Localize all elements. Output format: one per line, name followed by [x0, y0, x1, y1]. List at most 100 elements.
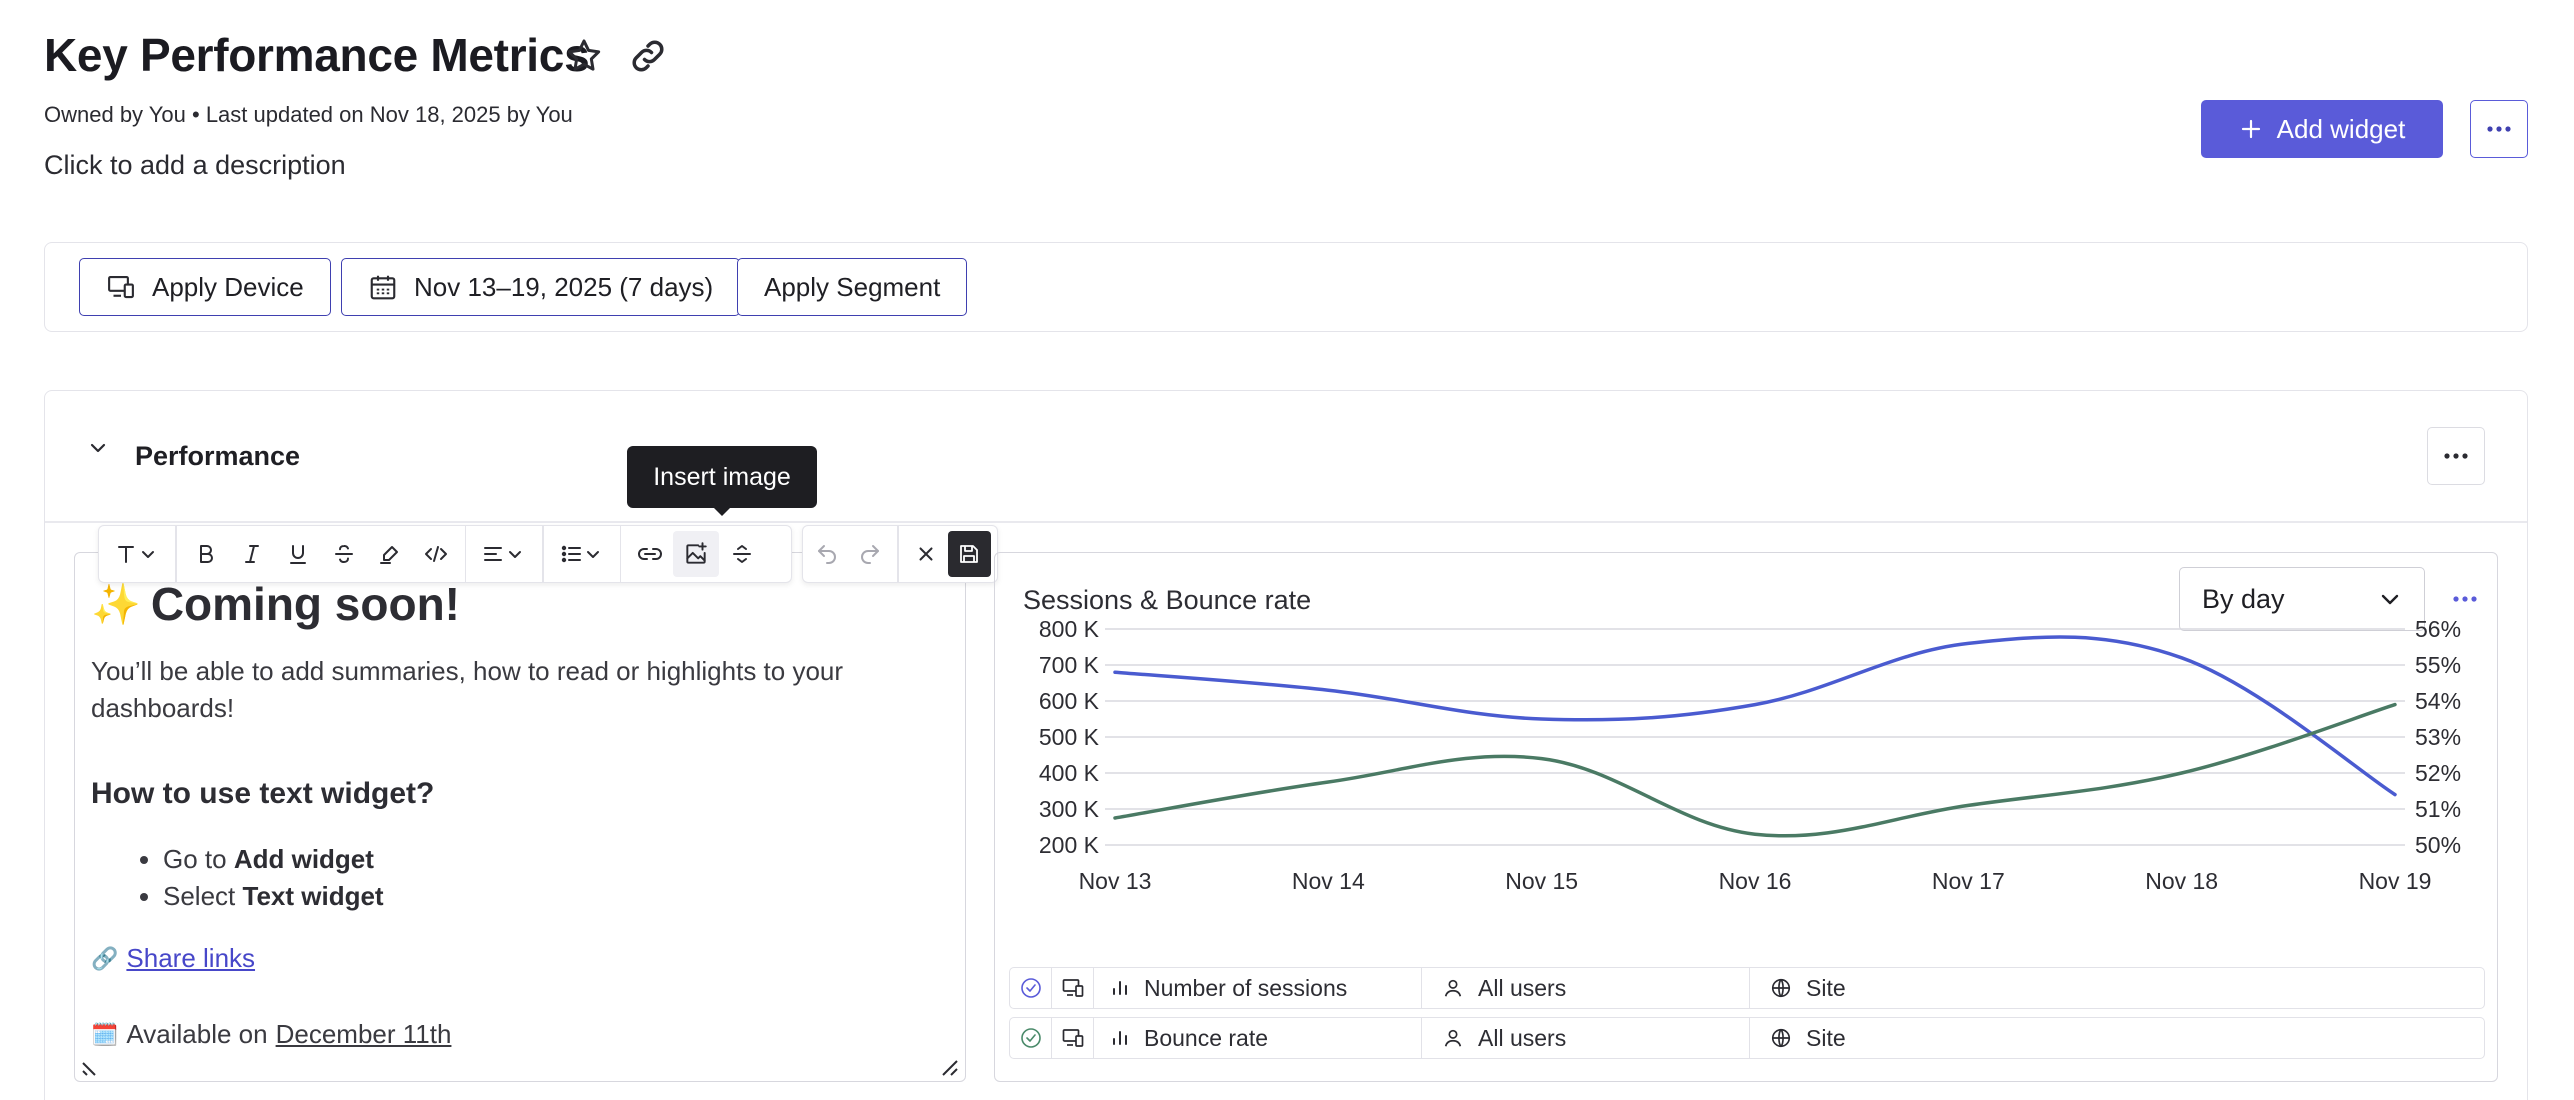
text-widget-heading[interactable]: ✨ Coming soon!: [91, 577, 460, 631]
y-left-tick-label: 400 K: [1039, 760, 1100, 786]
apply-segment-button[interactable]: Apply Segment: [737, 258, 968, 316]
availability-prefix: Available on: [126, 1019, 268, 1049]
text-widget-paragraph[interactable]: You’ll be able to add summaries, how to …: [91, 656, 844, 723]
text-type-icon: [118, 546, 154, 563]
text-widget-list: Go to Add widget Select Text widget: [137, 841, 384, 915]
y-right-tick-label: 51%: [2415, 796, 2461, 822]
text-style-dropdown[interactable]: [105, 531, 169, 577]
insert-link-button[interactable]: [627, 531, 673, 577]
group-by-dropdown[interactable]: By day: [2179, 567, 2425, 631]
bold-button[interactable]: [183, 531, 229, 577]
filter-bar: Apply Device Nov 13–19, 2025 (7 days) Ap…: [44, 242, 2528, 332]
availability-line: 🗓️ Available on December 11th: [91, 1019, 451, 1050]
more-horizontal-icon: [2444, 453, 2468, 459]
dashboard-more-button[interactable]: [2470, 100, 2528, 158]
close-icon: [919, 547, 933, 561]
list-item-prefix: Select: [163, 881, 243, 911]
redo-button[interactable]: [848, 531, 891, 577]
heading-text: Coming soon!: [150, 578, 460, 630]
strikethrough-button[interactable]: [321, 531, 367, 577]
save-button[interactable]: [947, 531, 991, 577]
tooltip-arrow: [712, 506, 732, 516]
y-right-tick-label: 54%: [2415, 688, 2461, 714]
y-right-tick-label: 56%: [2415, 619, 2461, 642]
save-icon: [960, 545, 979, 563]
chart-widget[interactable]: Sessions & Bounce rate By day 200 K 50% 30…: [994, 552, 2498, 1082]
sessions-bounce-chart[interactable]: 200 K 50% 300 K 51% 400 K 52% 500 K 53% 600 K 54%…: [995, 619, 2495, 939]
star-icon[interactable]: [560, 32, 608, 80]
legend-segment-label: All users: [1478, 974, 1567, 1001]
align-dropdown[interactable]: [472, 531, 536, 577]
list-dropdown[interactable]: [550, 531, 614, 577]
more-horizontal-icon: [2453, 596, 2477, 602]
y-left-tick-label: 800 K: [1039, 619, 1100, 642]
code-button[interactable]: [413, 531, 459, 577]
x-tick-label: Nov 18: [2145, 868, 2218, 894]
y-right-tick-label: 52%: [2415, 760, 2461, 786]
x-tick-label: Nov 15: [1505, 868, 1578, 894]
list-item[interactable]: Select Text widget: [163, 878, 384, 915]
devices-icon: [1052, 968, 1094, 1008]
date-range-label: Nov 13–19, 2025 (7 days): [414, 271, 714, 302]
share-links-link[interactable]: Share links: [126, 943, 256, 973]
separator-icon: [733, 545, 751, 563]
insert-image-tooltip: Insert image: [627, 446, 817, 508]
apply-device-label: Apply Device: [152, 271, 304, 302]
calendar-icon: [370, 275, 396, 300]
availability-date[interactable]: December 11th: [275, 1019, 452, 1049]
text-widget[interactable]: ✨ Coming soon! You’ll be able to add sum…: [74, 552, 966, 1082]
add-widget-button[interactable]: Add widget: [2201, 100, 2443, 158]
apply-device-button[interactable]: Apply Device: [79, 258, 331, 316]
chart-more-button[interactable]: [2449, 587, 2481, 611]
text-widget-subheading[interactable]: How to use text widget?: [91, 777, 435, 810]
highlighter-icon: [379, 546, 398, 564]
list-item[interactable]: Go to Add widget: [163, 841, 384, 878]
description-placeholder[interactable]: Click to add a description: [44, 150, 346, 180]
link-icon[interactable]: [624, 32, 672, 80]
link-icon: [638, 548, 662, 560]
more-horizontal-icon: [2487, 126, 2511, 132]
devices-icon: [108, 275, 134, 299]
italic-button[interactable]: [229, 531, 275, 577]
bar-chart-icon: [1113, 981, 1127, 995]
legend-segment-label: All users: [1478, 1024, 1567, 1051]
chart-title: Sessions & Bounce rate: [1023, 585, 1312, 615]
link-emoji-icon: 🔗: [91, 945, 119, 971]
section-more-button[interactable]: [2427, 427, 2485, 485]
bullet-list-icon: [561, 545, 599, 563]
list-item-bold: Add widget: [233, 844, 374, 874]
y-right-tick-label: 55%: [2415, 652, 2461, 678]
highlight-button[interactable]: [367, 531, 413, 577]
legend-scope-label: Site: [1806, 1024, 1846, 1051]
bold-icon: [199, 545, 213, 563]
undo-button[interactable]: [805, 531, 848, 577]
legend-row-bounce[interactable]: Bounce rate All users Site: [1009, 1017, 2485, 1059]
dashboard-meta: Owned by You • Last updated on Nov 18, 2…: [44, 102, 573, 127]
legend-scope: Site: [1750, 968, 2484, 1008]
section-title: Performance: [135, 441, 301, 471]
toolbar-main-group: [98, 525, 792, 583]
resize-handle-left-icon[interactable]: [81, 1057, 101, 1077]
legend-metric-label: Number of sessions: [1144, 974, 1348, 1001]
y-right-tick-label: 50%: [2415, 832, 2461, 858]
sparkles-icon: ✨: [91, 582, 141, 627]
legend-metric-label: Bounce rate: [1144, 1024, 1269, 1051]
legend-row-sessions[interactable]: Number of sessions All users Site: [1009, 967, 2485, 1009]
series-visible-check-icon[interactable]: [1010, 968, 1052, 1008]
cancel-edit-button[interactable]: [905, 531, 948, 577]
chevron-down-icon[interactable]: [83, 433, 113, 463]
date-range-button[interactable]: Nov 13–19, 2025 (7 days): [341, 258, 741, 316]
underline-button[interactable]: [275, 531, 321, 577]
share-links-line: 🔗 Share links: [91, 943, 255, 974]
resize-handle-icon[interactable]: [939, 1057, 959, 1077]
legend-metric: Number of sessions: [1094, 968, 1422, 1008]
horizontal-rule-button[interactable]: [719, 531, 765, 577]
y-left-tick-label: 200 K: [1039, 832, 1100, 858]
list-item-prefix: Go to: [163, 844, 234, 874]
series-visible-check-icon[interactable]: [1010, 1018, 1052, 1058]
legend-segment: All users: [1422, 1018, 1750, 1058]
insert-image-button[interactable]: [673, 531, 719, 577]
y-left-tick-label: 600 K: [1039, 688, 1100, 714]
redo-icon: [860, 545, 879, 564]
y-left-tick-label: 500 K: [1039, 724, 1100, 750]
